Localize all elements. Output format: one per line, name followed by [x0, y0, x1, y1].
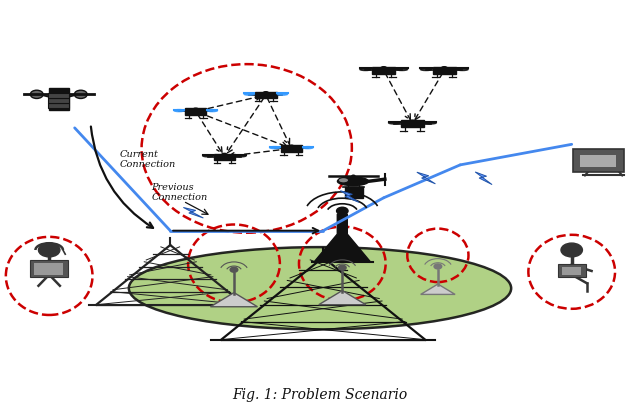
Polygon shape [417, 173, 435, 184]
Ellipse shape [396, 69, 408, 71]
Ellipse shape [425, 122, 436, 125]
Polygon shape [314, 215, 370, 262]
FancyBboxPatch shape [372, 68, 396, 74]
FancyBboxPatch shape [48, 99, 69, 104]
FancyBboxPatch shape [573, 150, 625, 172]
Circle shape [262, 93, 269, 97]
Polygon shape [475, 173, 492, 185]
FancyBboxPatch shape [433, 68, 456, 74]
Ellipse shape [339, 178, 349, 183]
Circle shape [193, 109, 199, 113]
Circle shape [380, 67, 387, 72]
Polygon shape [211, 293, 257, 307]
Polygon shape [420, 285, 455, 295]
Ellipse shape [236, 155, 246, 157]
Circle shape [230, 268, 238, 273]
Text: Current
Connection: Current Connection [119, 150, 175, 169]
Circle shape [434, 264, 442, 269]
Circle shape [561, 244, 582, 257]
Circle shape [409, 121, 416, 126]
FancyBboxPatch shape [30, 260, 68, 278]
FancyBboxPatch shape [48, 94, 69, 99]
FancyBboxPatch shape [401, 121, 424, 128]
Polygon shape [340, 191, 359, 203]
Ellipse shape [207, 110, 218, 112]
Circle shape [352, 176, 355, 178]
FancyBboxPatch shape [48, 104, 69, 109]
Ellipse shape [360, 69, 371, 71]
Circle shape [441, 67, 448, 72]
FancyBboxPatch shape [185, 109, 207, 115]
Ellipse shape [269, 147, 280, 149]
Circle shape [337, 208, 348, 215]
Circle shape [30, 91, 43, 99]
FancyBboxPatch shape [281, 146, 302, 152]
Ellipse shape [277, 94, 287, 96]
FancyBboxPatch shape [558, 264, 586, 278]
Circle shape [74, 91, 87, 99]
Ellipse shape [388, 122, 400, 125]
Ellipse shape [244, 94, 254, 96]
Circle shape [221, 154, 228, 158]
Text: Previous
Connection: Previous Connection [151, 183, 207, 202]
FancyBboxPatch shape [345, 188, 363, 198]
FancyBboxPatch shape [255, 93, 276, 99]
FancyBboxPatch shape [580, 155, 616, 168]
Ellipse shape [303, 147, 313, 149]
Ellipse shape [203, 155, 213, 157]
Ellipse shape [457, 69, 468, 71]
Circle shape [339, 266, 346, 271]
FancyBboxPatch shape [49, 89, 69, 111]
FancyBboxPatch shape [562, 268, 580, 275]
Polygon shape [183, 208, 204, 218]
Ellipse shape [129, 247, 511, 330]
Circle shape [38, 244, 60, 257]
FancyBboxPatch shape [214, 154, 235, 160]
Circle shape [288, 146, 294, 150]
Text: Fig. 1: Problem Scenario: Fig. 1: Problem Scenario [232, 387, 408, 401]
FancyBboxPatch shape [34, 263, 63, 275]
Polygon shape [319, 291, 366, 305]
Ellipse shape [420, 69, 431, 71]
Ellipse shape [174, 110, 184, 112]
Ellipse shape [337, 178, 369, 186]
